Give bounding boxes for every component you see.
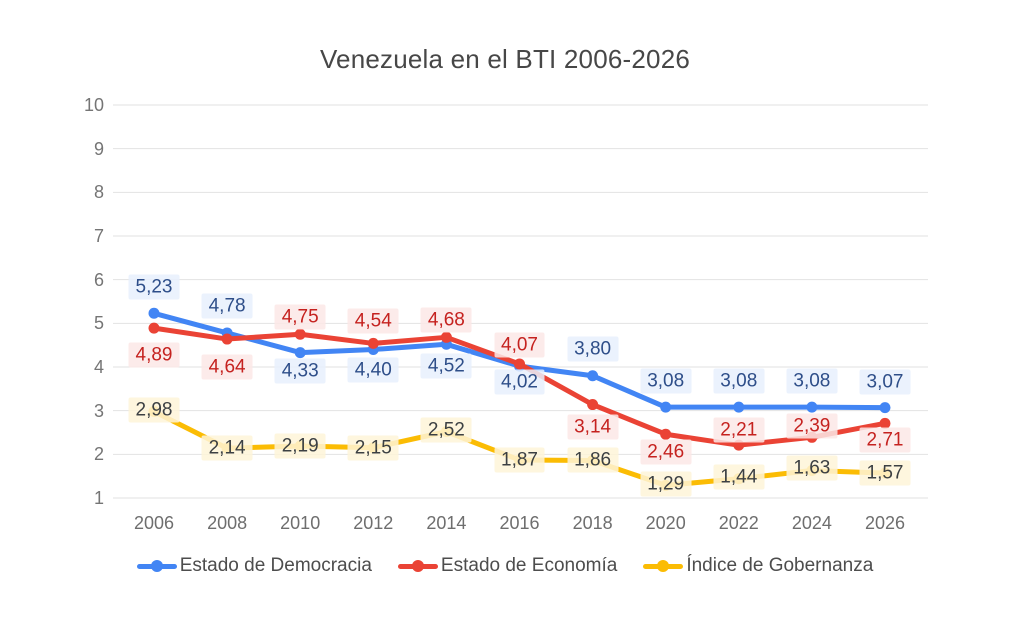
legend-label: Índice de Gobernanza — [686, 555, 874, 576]
data-point-indice-de-gobernanza-2026 — [879, 467, 891, 479]
legend: Estado de Democracia Estado de Economía Ín… — [0, 551, 1010, 581]
series-line-estado-de-economia — [151, 325, 888, 448]
data-point-estado-de-democracia-2018 — [587, 370, 599, 382]
data-point-estado-de-economia-2012 — [367, 337, 379, 349]
data-point-indice-de-gobernanza-2016 — [514, 454, 525, 466]
data-point-indice-de-gobernanza-2010 — [294, 440, 306, 452]
data-point-estado-de-economia-2018 — [587, 399, 599, 411]
data-point-indice-de-gobernanza-2014 — [440, 426, 452, 438]
series-line-indice-de-gobernanza — [151, 409, 888, 488]
data-point-indice-de-gobernanza-2008 — [221, 442, 233, 454]
legend-label: Estado de Economía — [440, 555, 618, 576]
legend-line-dot-icon — [643, 560, 684, 573]
data-point-estado-de-democracia-2006 — [148, 307, 160, 319]
data-point-indice-de-gobernanza-2018 — [587, 454, 599, 466]
data-point-estado-de-democracia-2020 — [660, 401, 672, 413]
data-point-estado-de-economia-2010 — [294, 328, 306, 340]
data-point-estado-de-economia-2020 — [660, 428, 672, 440]
data-point-estado-de-democracia-2024 — [806, 401, 818, 413]
data-point-indice-de-gobernanza-2012 — [367, 442, 379, 454]
chart-title: Venezuela en el BTI 2006-2026 — [319, 44, 691, 74]
data-point-indice-de-gobernanza-2022 — [733, 473, 745, 485]
data-point-indice-de-gobernanza-2024 — [806, 464, 818, 476]
data-point-indice-de-gobernanza-2020 — [660, 479, 672, 491]
legend-line-dot-icon — [397, 560, 438, 573]
data-point-indice-de-gobernanza-2006 — [148, 406, 160, 418]
data-point-estado-de-economia-2024 — [806, 431, 818, 443]
data-point-estado-de-economia-2008 — [221, 333, 233, 345]
data-point-estado-de-economia-2014 — [440, 331, 452, 343]
data-point-estado-de-economia-2022 — [733, 439, 745, 451]
data-point-estado-de-economia-2026 — [879, 417, 891, 429]
legend-label: Estado de Democracia — [179, 555, 372, 576]
data-point-estado-de-economia-2006 — [148, 322, 160, 334]
data-point-estado-de-economia-2016 — [514, 358, 525, 370]
legend-item-estado-de-economia: Estado de Economía — [397, 555, 618, 577]
data-point-estado-de-democracia-2022 — [733, 401, 745, 413]
legend-item-estado-de-democracia: Estado de Democracia — [136, 555, 372, 577]
legend-item-indice-de-gobernanza: Índice de Gobernanza — [643, 555, 873, 577]
data-point-estado-de-democracia-2010 — [294, 347, 306, 359]
legend-line-dot-icon — [136, 560, 177, 573]
data-point-estado-de-democracia-2026 — [879, 402, 891, 414]
